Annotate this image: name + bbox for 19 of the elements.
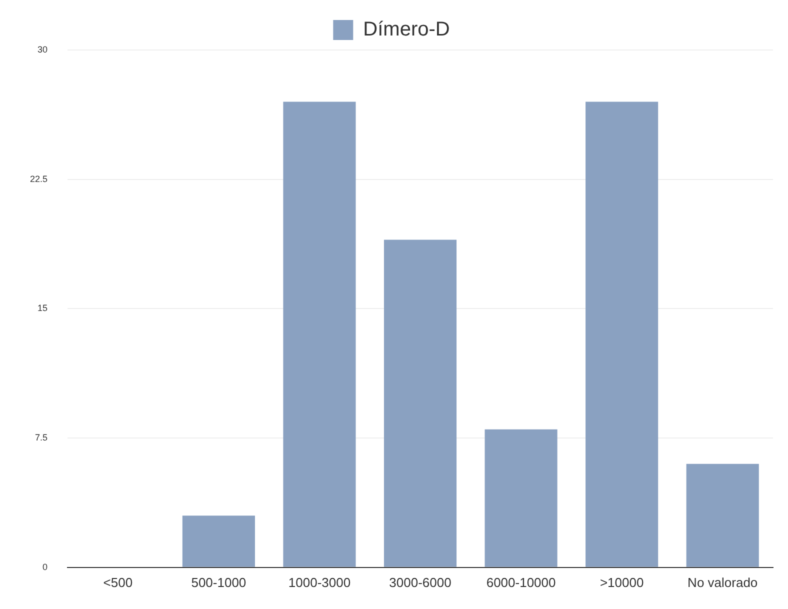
- bar: [283, 102, 356, 567]
- x-tick-label: 1000-3000: [288, 574, 351, 590]
- legend-label: Dímero-D: [363, 18, 450, 41]
- y-tick-label: 30: [38, 44, 48, 54]
- bar: [686, 464, 759, 567]
- y-tick-label: 22.5: [30, 174, 48, 184]
- bar: [182, 516, 255, 567]
- y-tick-label: 0: [42, 562, 48, 572]
- x-tick-label: 500-1000: [191, 574, 246, 590]
- bar: [484, 429, 558, 567]
- y-tick-label: 15: [38, 303, 48, 314]
- x-tick-label: 6000-10000: [486, 574, 556, 590]
- x-tick-label: >10000: [600, 574, 644, 590]
- x-tick-label: <500: [103, 574, 133, 590]
- y-tick-label: 7.5: [35, 432, 48, 443]
- bar: [586, 102, 658, 567]
- x-tick-label: No valorado: [688, 574, 758, 590]
- x-tick-label: 3000-6000: [389, 574, 452, 590]
- bar: [384, 240, 457, 567]
